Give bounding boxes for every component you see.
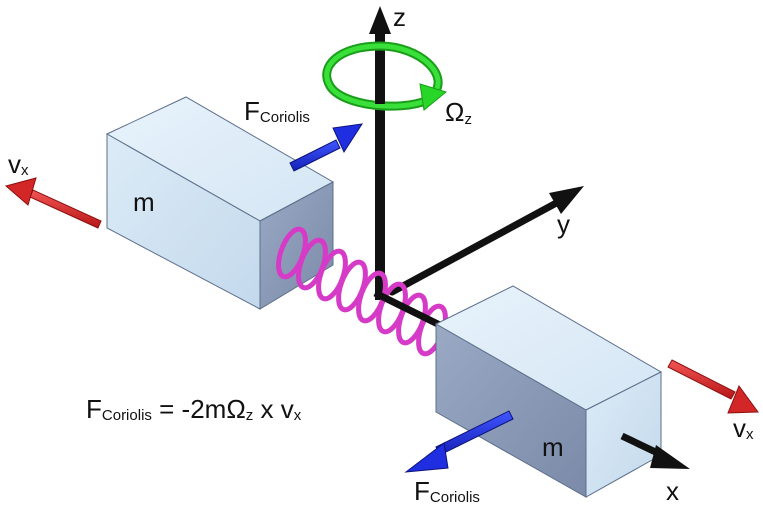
left-mass-block — [105, 96, 335, 310]
coriolis-label-bottom: FCoriolis — [414, 476, 480, 506]
left-mass-label: m — [133, 187, 155, 217]
coriolis-arrow-bottom — [404, 410, 514, 473]
coriolis-label-top: FCoriolis — [244, 96, 310, 126]
z-axis — [369, 6, 391, 300]
z-axis-label: z — [393, 2, 406, 32]
coriolis-arrow-top — [289, 123, 364, 172]
spring — [276, 226, 448, 357]
velocity-arrow-left — [4, 177, 102, 229]
x-axis-label: x — [666, 476, 679, 506]
velocity-label-left: vx — [8, 149, 29, 179]
y-axis-arrowhead — [549, 186, 584, 214]
y-axis — [388, 186, 584, 296]
rotation-arrow — [322, 41, 448, 111]
z-axis-arrowhead — [369, 6, 391, 34]
right-mass-label: m — [542, 432, 564, 462]
x-axis — [620, 432, 690, 469]
left-block-side-face — [259, 181, 334, 310]
coriolis-equation: FCoriolis = -2mΩz x vx — [86, 394, 302, 424]
y-axis-label: y — [557, 209, 570, 239]
velocity-label-right: vx — [733, 413, 754, 443]
x-axis-arrowhead — [650, 445, 690, 469]
right-mass-block — [434, 285, 663, 498]
rotation-arrowhead — [419, 83, 448, 111]
velocity-arrow-right — [667, 359, 759, 414]
omega-label: Ωz — [445, 97, 472, 128]
